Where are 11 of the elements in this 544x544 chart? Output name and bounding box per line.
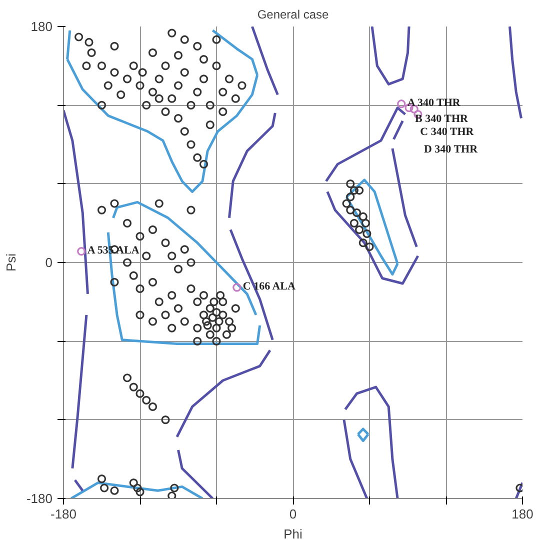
y-tick-label: 0	[45, 255, 53, 270]
x-tick-label: 0	[289, 506, 297, 522]
y-tick-label: -180	[26, 491, 53, 506]
x-tick-label: -180	[50, 506, 77, 522]
annotation: C 340 THR	[420, 126, 475, 138]
x-axis-title: Phi	[284, 526, 303, 542]
y-axis-title: Psi	[3, 253, 18, 272]
y-tick-label: 180	[30, 19, 53, 34]
chart-title: General case	[257, 8, 330, 22]
annotation: D 340 THR	[424, 143, 479, 156]
x-tick-label: 180	[512, 506, 534, 522]
